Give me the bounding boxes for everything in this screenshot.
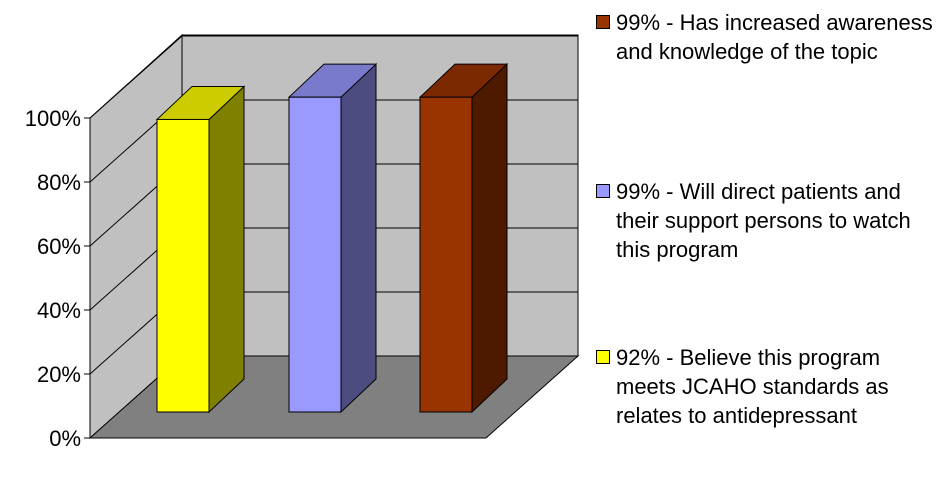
legend-swatch [596, 15, 610, 29]
legend-label: 99% - Will direct patients and their sup… [616, 179, 911, 262]
bar-front-face [288, 96, 342, 413]
bar-side-face [340, 63, 377, 414]
y-tick-label: 60% [37, 234, 81, 259]
bars [155, 63, 509, 414]
bar-front-face [156, 118, 210, 413]
y-tick-label: 0% [49, 426, 81, 451]
y-axis: 0% 20% 40% 60% 80% 100% [25, 106, 91, 451]
y-tick-label: 20% [37, 362, 81, 387]
bar [418, 63, 509, 414]
legend-label: 92% - Believe this program meets JCAHO s… [616, 345, 889, 428]
gridline-side [89, 35, 183, 119]
y-tick-label: 100% [25, 106, 81, 131]
bar [287, 63, 378, 414]
legend-swatch [596, 350, 610, 364]
y-tick-label: 80% [37, 170, 81, 195]
bar-front-face [419, 96, 473, 413]
legend: 99% - Has increased awareness and knowle… [596, 0, 938, 481]
legend-label: 99% - Has increased awareness and knowle… [616, 10, 933, 64]
bar-side-face [208, 85, 245, 414]
bar-side-face [471, 63, 508, 414]
bar [155, 85, 246, 414]
legend-swatch [596, 184, 610, 198]
y-tick-label: 40% [37, 298, 81, 323]
